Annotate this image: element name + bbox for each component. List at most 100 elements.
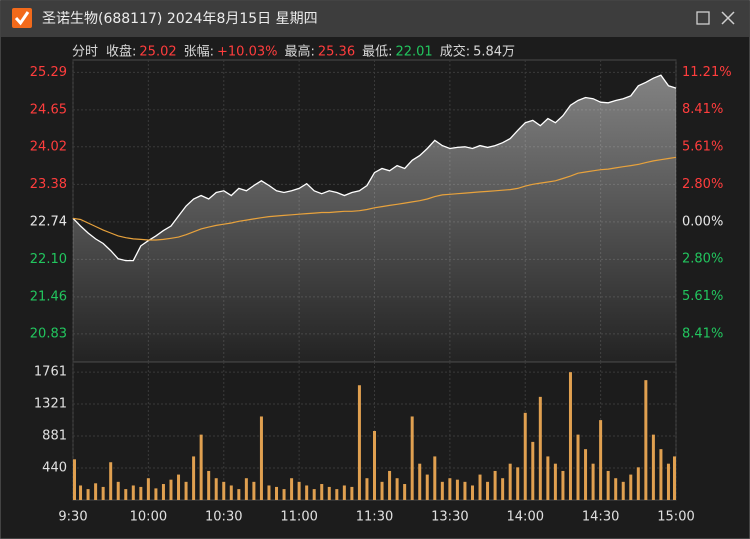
y-tick-label: 881 (42, 429, 67, 444)
volume-bar (418, 463, 422, 500)
mode-label: 分时 (72, 45, 98, 60)
volume-bar (259, 416, 263, 500)
y-tick-label: 1321 (34, 397, 67, 412)
x-tick-label: 13:30 (431, 510, 468, 525)
volume-bar (146, 478, 150, 500)
volume-bar (644, 380, 648, 500)
series-line (72, 74, 677, 262)
x-tick-label: 14:30 (582, 510, 619, 525)
info-label: 张幅: (184, 45, 214, 60)
info-value: 25.36 (318, 45, 355, 60)
y2-tick-label: 11.21% (682, 65, 732, 80)
volume-bar (169, 479, 173, 500)
volume-bar (584, 449, 588, 500)
x-tick-label: 9:30 (58, 510, 87, 525)
y-tick-label: 440 (42, 461, 67, 476)
y2-tick-label: 2.80% (682, 177, 723, 192)
y2-tick-label: 0.00% (682, 214, 723, 229)
volume-bar (297, 481, 301, 500)
volume-bar (275, 486, 279, 500)
volume-bar (666, 463, 670, 500)
title-bar (1, 1, 749, 37)
volume-bar (327, 486, 331, 500)
info-label: 最高: (284, 44, 314, 60)
volume-bar (237, 489, 241, 500)
volume-bar (109, 462, 113, 500)
x-tick-label: 10:30 (205, 510, 242, 525)
volume-bar (508, 463, 512, 500)
info-value: 22.01 (395, 45, 432, 60)
volume-bar (290, 478, 294, 500)
y2-tick-label: 8.41% (682, 102, 723, 117)
volume-bar (523, 412, 527, 500)
check-icon (14, 11, 30, 26)
y2-tick-label: 5.61% (682, 289, 723, 304)
volume-bar (373, 431, 376, 500)
x-tick-label: 15:00 (657, 510, 694, 525)
volume-bar (561, 470, 565, 500)
y-tick-label: 24.02 (30, 139, 67, 154)
volume-bar (470, 485, 474, 500)
y-tick-label: 22.74 (30, 214, 67, 229)
volume-bar (440, 481, 444, 500)
info-value: +10.03% (217, 45, 277, 60)
x-tick-label: 14:00 (507, 510, 544, 525)
volume-bar (335, 489, 339, 500)
volume-bar (350, 486, 354, 500)
volume-bar (139, 486, 143, 500)
volume-bar (516, 467, 520, 500)
volume-bar (380, 481, 384, 500)
window-title: 圣诺生物(688117) 2024年8月15日 星期四 (42, 11, 318, 27)
volume-bar (388, 470, 392, 500)
volume-bar (493, 470, 497, 500)
volume-bar (448, 478, 452, 500)
volume-bar (403, 484, 407, 500)
y-tick-label: 24.65 (30, 102, 67, 117)
volume-bar (252, 481, 256, 500)
x-tick-label: 11:00 (280, 510, 317, 525)
volume-bar (116, 481, 120, 500)
volume-bar (342, 485, 346, 500)
volume-bar (365, 478, 369, 500)
volume-bar (86, 489, 90, 500)
volume-bar (433, 456, 437, 500)
volume-bar (463, 481, 467, 500)
y-tick-label: 23.38 (30, 177, 67, 192)
volume-bar (395, 478, 399, 500)
volume-bar (591, 463, 595, 500)
plot: 25.29 24.65 24.02 23.38 22.74 22.10 21.46 20.83… (30, 59, 732, 525)
app-icon (12, 8, 32, 28)
volume-bar (267, 485, 271, 500)
y-tick-label: 20.83 (30, 326, 67, 341)
close-button[interactable] (721, 11, 735, 25)
y2-tick-label: 2.80% (682, 252, 723, 267)
volume-bar (73, 459, 76, 500)
volume-bar (599, 420, 603, 500)
volume-bar (320, 484, 324, 500)
volume-bar (199, 434, 203, 500)
volume-bar (192, 456, 196, 500)
volume-bar (229, 485, 233, 500)
maximize-button[interactable] (696, 11, 710, 25)
volume-bar (124, 489, 128, 500)
volume-bar (154, 488, 158, 500)
volume-bar (486, 481, 490, 500)
volume-bar (478, 474, 482, 500)
volume-bar (312, 489, 316, 500)
volume-bar (207, 470, 211, 500)
volume-bar (214, 478, 218, 500)
volume-bar (131, 485, 135, 500)
x-tick-label: 10:00 (130, 510, 167, 525)
volume-bar (177, 474, 181, 500)
volume-bar (673, 456, 676, 500)
volume-bar (455, 479, 459, 500)
y-tick-label: 1761 (34, 365, 67, 380)
info-value: 25.02 (139, 45, 176, 60)
volume-bar (636, 467, 640, 500)
volume-bar (614, 478, 618, 500)
info-value: 5.84万 (473, 45, 515, 60)
y-tick-label: 22.10 (30, 252, 67, 267)
info-label: 最低: (362, 45, 392, 60)
volume-bar (568, 372, 572, 500)
y2-tick-label: 8.41% (682, 327, 723, 342)
